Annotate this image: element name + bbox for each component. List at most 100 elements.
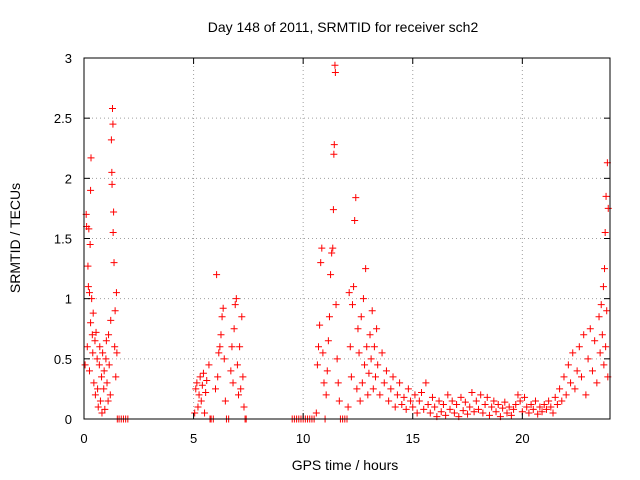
data-point bbox=[112, 289, 120, 297]
data-point bbox=[363, 343, 371, 351]
data-point bbox=[199, 369, 207, 377]
data-point bbox=[457, 393, 465, 401]
data-point bbox=[494, 401, 502, 409]
data-point bbox=[81, 361, 89, 369]
data-points bbox=[81, 61, 612, 423]
data-point bbox=[483, 393, 491, 401]
data-point bbox=[95, 361, 103, 369]
data-point bbox=[400, 393, 408, 401]
data-point bbox=[312, 409, 320, 417]
data-point bbox=[387, 385, 395, 393]
data-point bbox=[102, 355, 110, 363]
data-point bbox=[87, 154, 95, 162]
data-point bbox=[87, 186, 95, 194]
data-point bbox=[227, 367, 235, 375]
data-point bbox=[89, 309, 97, 317]
data-point bbox=[215, 349, 223, 357]
data-point bbox=[529, 405, 537, 413]
data-point bbox=[413, 409, 421, 417]
data-point bbox=[330, 150, 338, 158]
data-point bbox=[591, 337, 599, 345]
data-point bbox=[236, 343, 244, 351]
data-point bbox=[369, 385, 377, 393]
data-point bbox=[512, 401, 520, 409]
data-point bbox=[470, 408, 478, 416]
data-point bbox=[477, 391, 485, 399]
data-point bbox=[573, 367, 581, 375]
y-tick-label: 1 bbox=[65, 292, 72, 307]
x-tick-label: 20 bbox=[515, 431, 529, 446]
data-point bbox=[96, 343, 104, 351]
data-point bbox=[89, 349, 97, 357]
y-tick-label: 2.5 bbox=[54, 111, 72, 126]
data-point bbox=[378, 349, 386, 357]
data-point bbox=[602, 192, 610, 200]
data-point bbox=[411, 391, 419, 399]
data-point bbox=[331, 68, 339, 76]
data-point bbox=[556, 385, 564, 393]
data-point bbox=[201, 409, 209, 417]
data-point bbox=[85, 225, 93, 233]
data-point bbox=[499, 404, 507, 412]
data-point bbox=[366, 331, 374, 339]
data-point bbox=[437, 408, 445, 416]
data-point bbox=[347, 373, 355, 381]
data-point bbox=[355, 349, 363, 357]
data-point bbox=[99, 349, 107, 357]
x-axis-title: GPS time / hours bbox=[292, 457, 399, 473]
data-point bbox=[435, 397, 443, 405]
data-point bbox=[593, 379, 601, 387]
data-point bbox=[422, 379, 430, 387]
data-point bbox=[521, 393, 529, 401]
data-point bbox=[318, 244, 326, 252]
data-point bbox=[516, 397, 524, 405]
data-point bbox=[370, 343, 378, 351]
data-point bbox=[220, 355, 228, 363]
data-point bbox=[358, 379, 366, 387]
data-point bbox=[329, 244, 337, 252]
data-point bbox=[586, 325, 594, 333]
data-point bbox=[218, 313, 226, 321]
data-point bbox=[353, 385, 361, 393]
data-point bbox=[329, 206, 337, 214]
data-point bbox=[100, 367, 108, 375]
data-point bbox=[602, 343, 610, 351]
data-point bbox=[111, 307, 119, 315]
data-point bbox=[501, 398, 509, 406]
data-point bbox=[598, 331, 606, 339]
data-point bbox=[92, 328, 100, 336]
data-point bbox=[96, 397, 104, 405]
y-axis-title: SRMTID / TECUs bbox=[7, 183, 23, 293]
data-point bbox=[409, 403, 417, 411]
data-point bbox=[105, 361, 113, 369]
x-tick-label: 15 bbox=[406, 431, 420, 446]
data-point bbox=[214, 373, 222, 381]
data-point bbox=[597, 301, 605, 309]
data-point bbox=[420, 405, 428, 413]
data-point bbox=[86, 241, 94, 249]
x-tick-label: 0 bbox=[80, 431, 87, 446]
data-point bbox=[603, 307, 611, 315]
data-point bbox=[426, 409, 434, 417]
x-tick-label: 5 bbox=[190, 431, 197, 446]
data-point bbox=[442, 411, 450, 419]
grid-lines bbox=[84, 58, 610, 419]
data-point bbox=[350, 283, 358, 291]
data-point bbox=[195, 391, 203, 399]
data-point bbox=[315, 343, 323, 351]
data-point bbox=[233, 361, 241, 369]
y-tick-label: 2 bbox=[65, 171, 72, 186]
data-point bbox=[111, 343, 119, 351]
data-point bbox=[351, 216, 359, 224]
data-point bbox=[84, 283, 92, 291]
data-point bbox=[382, 367, 390, 375]
data-point bbox=[330, 141, 338, 149]
data-point bbox=[534, 410, 542, 418]
data-point bbox=[197, 397, 205, 405]
data-point bbox=[536, 403, 544, 411]
y-tick-labels: 0 0.5 1 1.5 2 2.5 3 bbox=[54, 51, 72, 427]
data-point bbox=[101, 405, 109, 413]
data-point bbox=[221, 397, 229, 405]
data-point bbox=[510, 405, 518, 413]
data-point bbox=[488, 403, 496, 411]
